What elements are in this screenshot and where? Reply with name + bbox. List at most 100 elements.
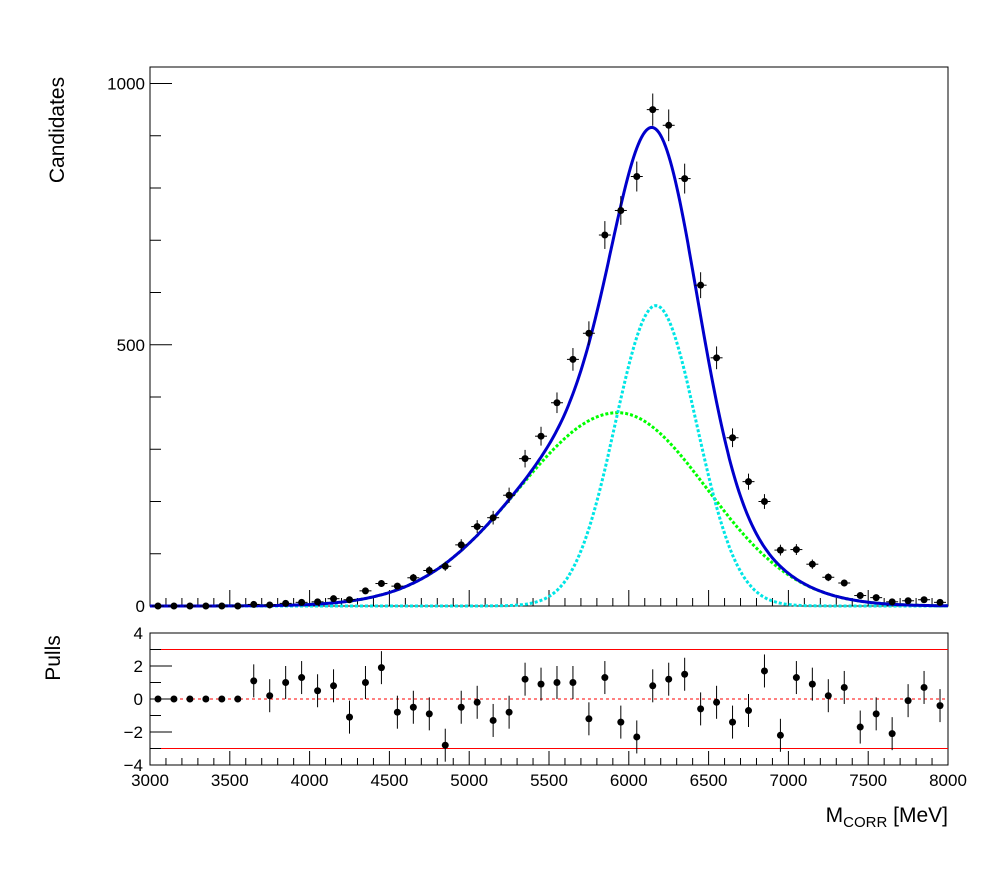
- pull-point: [409, 703, 417, 711]
- x-tick-label: 4000: [291, 771, 329, 790]
- data-point: [601, 231, 609, 239]
- pull-point: [697, 705, 705, 713]
- data-point: [473, 523, 481, 531]
- data-point: [154, 602, 162, 610]
- y-axis-label-top: Candidates: [46, 77, 69, 183]
- data-point: [633, 173, 641, 181]
- pull-point: [569, 679, 577, 686]
- data-point: [792, 546, 800, 554]
- pull-x-axis: 3000 3500 4000 4500 5000 5500 6000 6500 7000 7500…: [131, 751, 967, 790]
- data-point: [186, 602, 194, 610]
- data-point: [314, 598, 322, 606]
- data-point: [776, 546, 784, 554]
- data-point: [713, 354, 721, 362]
- y-tick-label: 0: [136, 597, 145, 616]
- pull-point: [936, 702, 944, 710]
- pull-point: [633, 733, 641, 741]
- pull-y-tick-label: −4: [124, 756, 143, 775]
- pull-point: [298, 674, 306, 682]
- data-point: [920, 596, 928, 604]
- pull-point: [649, 682, 657, 690]
- pull-point: [473, 698, 481, 706]
- pull-point: [840, 683, 848, 691]
- pull-y-tick-label: 2: [134, 657, 143, 676]
- pull-point: [904, 697, 912, 705]
- data-point: [441, 562, 449, 570]
- data-point: [282, 599, 290, 607]
- x-tick-label: 3000: [131, 771, 169, 790]
- pull-point: [665, 675, 673, 683]
- pull-point: [856, 723, 864, 731]
- pull-point: [330, 682, 338, 690]
- data-point: [170, 602, 178, 610]
- data-point: [234, 602, 242, 610]
- data-point: [760, 498, 768, 505]
- x-tick-label: 7500: [849, 771, 887, 790]
- x-axis-label-main: M: [826, 804, 844, 827]
- data-point: [377, 580, 385, 588]
- data-point: [298, 598, 306, 606]
- data-point: [745, 478, 752, 486]
- pull-point: [888, 730, 896, 738]
- data-point: [824, 573, 832, 581]
- data-point: [665, 121, 673, 129]
- pull-point: [361, 679, 369, 686]
- pull-point: [266, 692, 274, 700]
- data-point: [888, 598, 896, 606]
- data-point: [808, 560, 816, 568]
- pull-point: [377, 664, 385, 672]
- pull-point: [505, 708, 513, 716]
- data-point: [202, 602, 210, 610]
- pull-point: [617, 718, 625, 726]
- pull-point: [808, 680, 816, 688]
- pull-point: [393, 708, 401, 716]
- pull-point: [792, 674, 800, 682]
- pull-point: [202, 695, 210, 703]
- data-point: [505, 491, 513, 499]
- y-tick-label: 500: [117, 336, 145, 355]
- x-tick-label: 6500: [690, 771, 728, 790]
- pull-point: [585, 715, 593, 723]
- data-point: [856, 592, 864, 600]
- data-points: [152, 93, 946, 610]
- data-point: [521, 455, 529, 463]
- pull-point: [457, 703, 465, 711]
- pull-y-tick-label: −2: [124, 723, 143, 742]
- pull-reference-lines: [150, 649, 948, 749]
- pull-point: [760, 667, 768, 675]
- data-point: [330, 595, 338, 603]
- pull-point: [553, 679, 561, 686]
- pull-y-axis: 4 2 0 −2 −4: [124, 624, 172, 775]
- data-point: [617, 206, 625, 214]
- data-point: [393, 582, 401, 590]
- pull-point: [282, 679, 290, 686]
- pull-point: [170, 695, 178, 703]
- data-point: [649, 106, 657, 114]
- pull-point: [776, 731, 784, 739]
- pull-point: [872, 710, 880, 718]
- y-axis-label-pulls: Pulls: [42, 635, 65, 681]
- pull-point: [346, 713, 353, 721]
- pull-point: [234, 695, 242, 703]
- data-point: [266, 601, 274, 609]
- x-tick-label: 8000: [929, 771, 967, 790]
- pull-point: [489, 716, 497, 724]
- x-tick-label: 7000: [769, 771, 807, 790]
- data-point: [425, 566, 433, 574]
- x-axis-label-subscript: CORR: [843, 814, 887, 831]
- x-tick-label: 5000: [450, 771, 488, 790]
- data-point: [681, 175, 689, 183]
- x-axis-label-unit: [MeV]: [887, 804, 948, 827]
- y-tick-label: 1000: [107, 75, 145, 94]
- data-point: [250, 600, 258, 608]
- pull-point: [314, 687, 322, 695]
- pull-point: [186, 695, 194, 703]
- data-point: [218, 602, 226, 610]
- data-point: [537, 432, 545, 440]
- data-point: [872, 594, 880, 602]
- pull-point: [745, 707, 752, 715]
- pull-point: [521, 675, 529, 683]
